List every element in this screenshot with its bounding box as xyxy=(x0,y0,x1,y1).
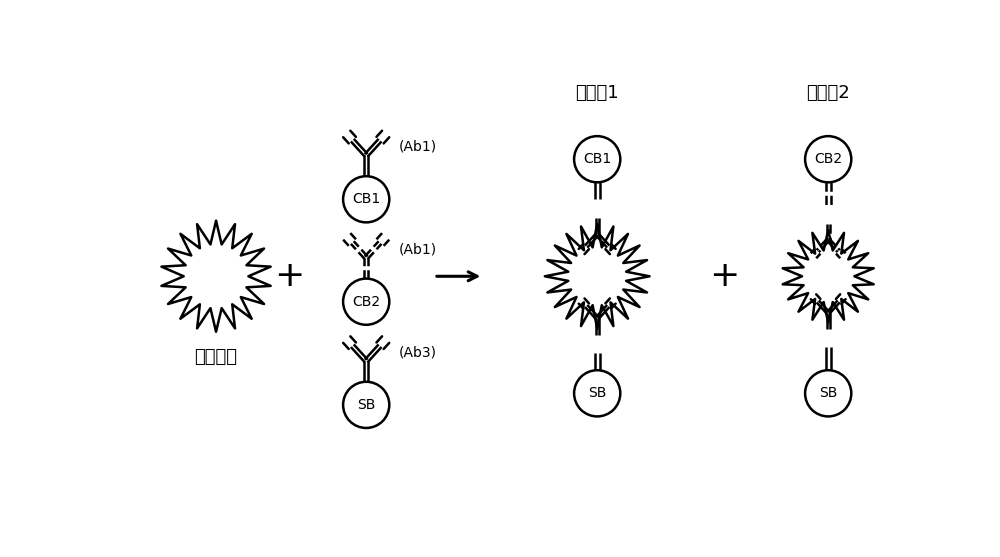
Text: +: + xyxy=(274,259,304,294)
Text: 复合体1: 复合体1 xyxy=(575,84,619,102)
Circle shape xyxy=(343,382,389,428)
Text: 复合体2: 复合体2 xyxy=(806,84,850,102)
Text: SB: SB xyxy=(819,387,837,400)
Text: CB2: CB2 xyxy=(814,152,842,166)
Circle shape xyxy=(343,176,389,222)
Text: +: + xyxy=(709,259,739,294)
Circle shape xyxy=(805,136,851,182)
Circle shape xyxy=(574,136,620,182)
Text: CB1: CB1 xyxy=(352,192,380,206)
Circle shape xyxy=(805,370,851,417)
Circle shape xyxy=(343,278,389,325)
Text: (Ab1): (Ab1) xyxy=(399,242,437,256)
Text: SB: SB xyxy=(588,387,606,400)
Circle shape xyxy=(574,370,620,417)
Text: CB2: CB2 xyxy=(352,295,380,309)
Text: CB1: CB1 xyxy=(583,152,611,166)
Text: (Ab3): (Ab3) xyxy=(399,345,437,359)
Text: (Ab1): (Ab1) xyxy=(399,140,437,154)
Text: 被分析物: 被分析物 xyxy=(195,348,238,366)
Text: SB: SB xyxy=(357,398,375,412)
